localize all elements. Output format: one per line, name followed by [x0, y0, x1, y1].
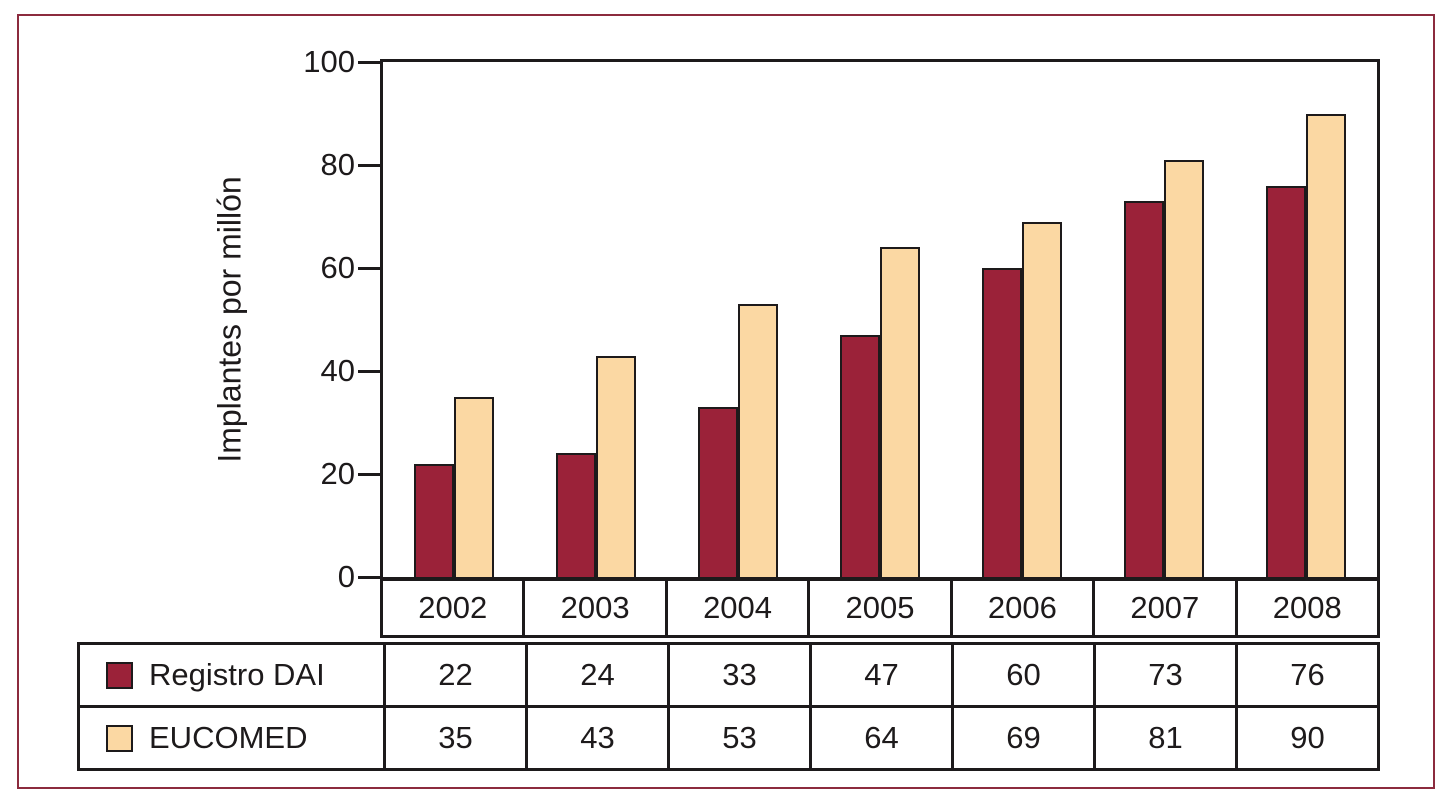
y-tick-label-40: 40 [320, 353, 355, 388]
legend-cell-eucomed: EUCOMED [80, 708, 386, 768]
year-cell-2006: 2006 [953, 581, 1096, 635]
bar-eucomed-2005 [880, 247, 920, 577]
bar-registro-dai-2008 [1266, 185, 1306, 577]
y-tick-40 [358, 369, 380, 373]
legend-swatch-eucomed [106, 724, 133, 752]
value-cell-registro-dai-2007: 73 [1096, 645, 1238, 705]
legend-label-eucomed: EUCOMED [149, 720, 308, 755]
bar-registro-dai-2007 [1124, 201, 1164, 577]
bar-registro-dai-2004 [698, 407, 738, 577]
y-tick-label-20: 20 [320, 456, 355, 491]
plot-area: 0 20 40 60 80 100 [303, 46, 1380, 593]
year-cell-2005: 2005 [810, 581, 953, 635]
y-tick-0 [358, 575, 380, 579]
y-tick-60 [358, 266, 380, 270]
y-tick-label-0: 0 [337, 559, 355, 594]
y-tick-100 [358, 60, 380, 64]
value-cell-registro-dai-2008: 76 [1290, 657, 1325, 692]
figure-frame [17, 14, 1435, 789]
bar-registro-dai-2003 [556, 453, 596, 577]
bar-registro-dai-2005 [840, 334, 880, 577]
legend-label-registro-dai: Registro DAI [149, 657, 325, 692]
table-row-eucomed: EUCOMED 35 43 53 64 69 81 90 [80, 705, 1377, 768]
value-cell-registro-dai-2002: 22 [386, 645, 528, 705]
x-axis-year-row: 2002 2003 2004 2005 2006 2007 2008 [380, 581, 1380, 638]
legend-cell-registro-dai: Registro DAI [80, 645, 386, 705]
year-cell-2007: 2007 [1095, 581, 1238, 635]
value-cell-eucomed-2007: 81 [1096, 708, 1238, 768]
y-tick-80 [358, 163, 380, 167]
value-cell-eucomed-2006: 69 [954, 708, 1096, 768]
value-cell-eucomed-2005: 64 [812, 708, 954, 768]
value-cell-eucomed-2004: 53 [670, 708, 812, 768]
legend-swatch-registro-dai [106, 661, 133, 689]
bar-eucomed-2003 [596, 355, 636, 577]
bar-eucomed-2006 [1022, 221, 1062, 577]
y-tick-label-100: 100 [303, 44, 355, 79]
y-tick-20 [358, 472, 380, 476]
value-cell-eucomed-2003: 43 [528, 708, 670, 768]
year-cell-2008: 2008 [1272, 590, 1342, 625]
bar-eucomed-2004 [738, 304, 778, 577]
y-axis-title-label: Implantes por millón [211, 176, 248, 463]
value-cell-registro-dai-2005: 47 [812, 645, 954, 705]
bar-eucomed-2002 [454, 396, 494, 577]
y-tick-label-80: 80 [320, 147, 355, 182]
bar-registro-dai-2006 [982, 268, 1022, 577]
bar-eucomed-2007 [1164, 159, 1204, 577]
value-cell-registro-dai-2004: 33 [670, 645, 812, 705]
y-tick-label-60: 60 [320, 250, 355, 285]
year-cell-2002: 2002 [383, 581, 526, 635]
value-cell-registro-dai-2003: 24 [528, 645, 670, 705]
year-cell-2004: 2004 [668, 581, 811, 635]
table-row-registro-dai: Registro DAI 22 24 33 47 60 73 76 [80, 645, 1377, 705]
legend-data-table: Registro DAI 22 24 33 47 60 73 76 EUCOMED 35 43 53 6… [77, 642, 1380, 771]
bar-registro-dai-2002 [414, 463, 454, 577]
value-cell-eucomed-2008: 90 [1290, 720, 1325, 755]
bar-eucomed-2008 [1306, 113, 1346, 577]
value-cell-eucomed-2002: 35 [386, 708, 528, 768]
y-axis-title: Implantes por millón [196, 62, 264, 577]
value-cell-registro-dai-2006: 60 [954, 645, 1096, 705]
year-cell-2003: 2003 [525, 581, 668, 635]
